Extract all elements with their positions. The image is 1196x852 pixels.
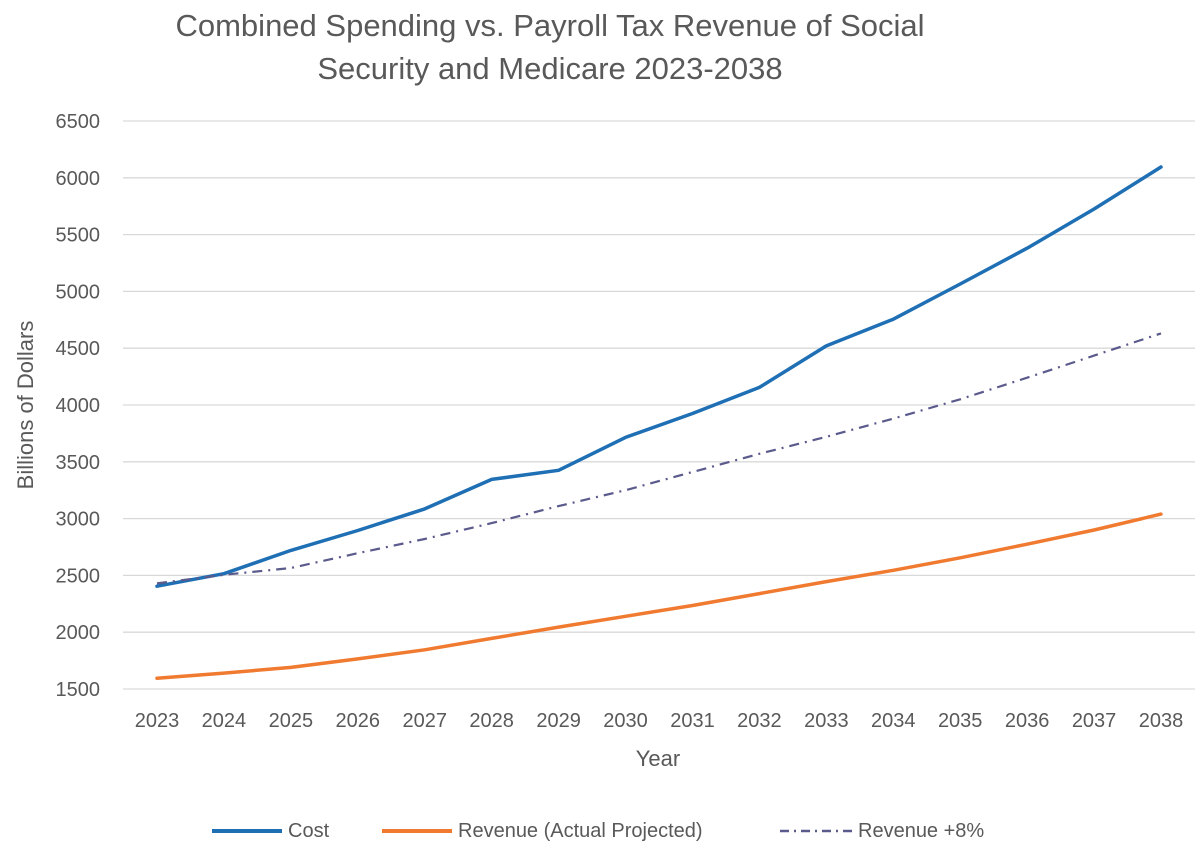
x-tick-label: 2027: [402, 710, 447, 732]
y-tick-label: 4000: [56, 395, 101, 417]
y-tick-label: 2500: [56, 565, 101, 587]
y-axis-title: Billions of Dollars: [13, 321, 38, 490]
chart-title-line-1: Combined Spending vs. Payroll Tax Revenu…: [175, 8, 925, 43]
x-tick-label: 2026: [336, 710, 381, 732]
x-tick-label: 2030: [603, 710, 648, 732]
y-tick-label: 5000: [56, 281, 101, 303]
x-tick-label: 2036: [1005, 710, 1050, 732]
x-tick-label: 2033: [804, 710, 849, 732]
legend-swatch-revenue-plus-8: [780, 829, 852, 833]
gridlines: [123, 120, 1195, 690]
x-axis-ticks: 2023 2024 2025 2026 2027 2028 2029 2030 2031 2032…: [135, 710, 1184, 732]
legend-label-cost: Cost: [288, 819, 330, 842]
y-tick-label: 6500: [56, 111, 101, 133]
x-tick-label: 2025: [269, 710, 314, 732]
chart-title: Combined Spending vs. Payroll Tax Revenu…: [0, 4, 1100, 90]
y-tick-label: 4500: [56, 338, 101, 360]
legend-item-revenue-plus-8: Revenue +8%: [780, 816, 984, 846]
x-tick-label: 2028: [469, 710, 514, 732]
y-tick-label: 1500: [56, 679, 101, 701]
x-tick-label: 2035: [938, 710, 983, 732]
y-tick-label: 2000: [56, 622, 101, 644]
legend-label-revenue: Revenue (Actual Projected): [458, 819, 703, 842]
x-tick-label: 2029: [536, 710, 581, 732]
series-line-2: [156, 332, 1162, 585]
legend-swatch-revenue: [382, 829, 452, 833]
legend-swatch-cost: [212, 829, 282, 833]
y-tick-label: 6000: [56, 168, 101, 190]
series-lines: [155, 165, 1163, 680]
x-tick-label: 2031: [670, 710, 715, 732]
series-line-0: [155, 165, 1163, 588]
x-axis-title: Year: [636, 746, 680, 771]
x-tick-label: 2038: [1139, 710, 1184, 732]
y-axis-ticks: 1500 2000 2500 3000 3500 4000 4500 5000 5500 6000…: [56, 111, 101, 701]
series-line-1: [155, 512, 1163, 680]
legend-item-revenue: Revenue (Actual Projected): [382, 816, 703, 846]
x-tick-label: 2024: [202, 710, 247, 732]
x-tick-label: 2037: [1072, 710, 1117, 732]
legend: Cost Revenue (Actual Projected) Revenue …: [0, 816, 1196, 846]
y-tick-label: 5500: [56, 225, 101, 247]
x-tick-label: 2034: [871, 710, 916, 732]
x-tick-label: 2023: [135, 710, 180, 732]
chart-title-line-2: Security and Medicare 2023-2038: [317, 51, 783, 86]
legend-label-revenue-plus-8: Revenue +8%: [858, 819, 985, 842]
y-tick-label: 3500: [56, 452, 101, 474]
legend-item-cost: Cost: [212, 816, 329, 846]
x-tick-label: 2032: [737, 710, 782, 732]
y-tick-label: 3000: [56, 509, 101, 531]
